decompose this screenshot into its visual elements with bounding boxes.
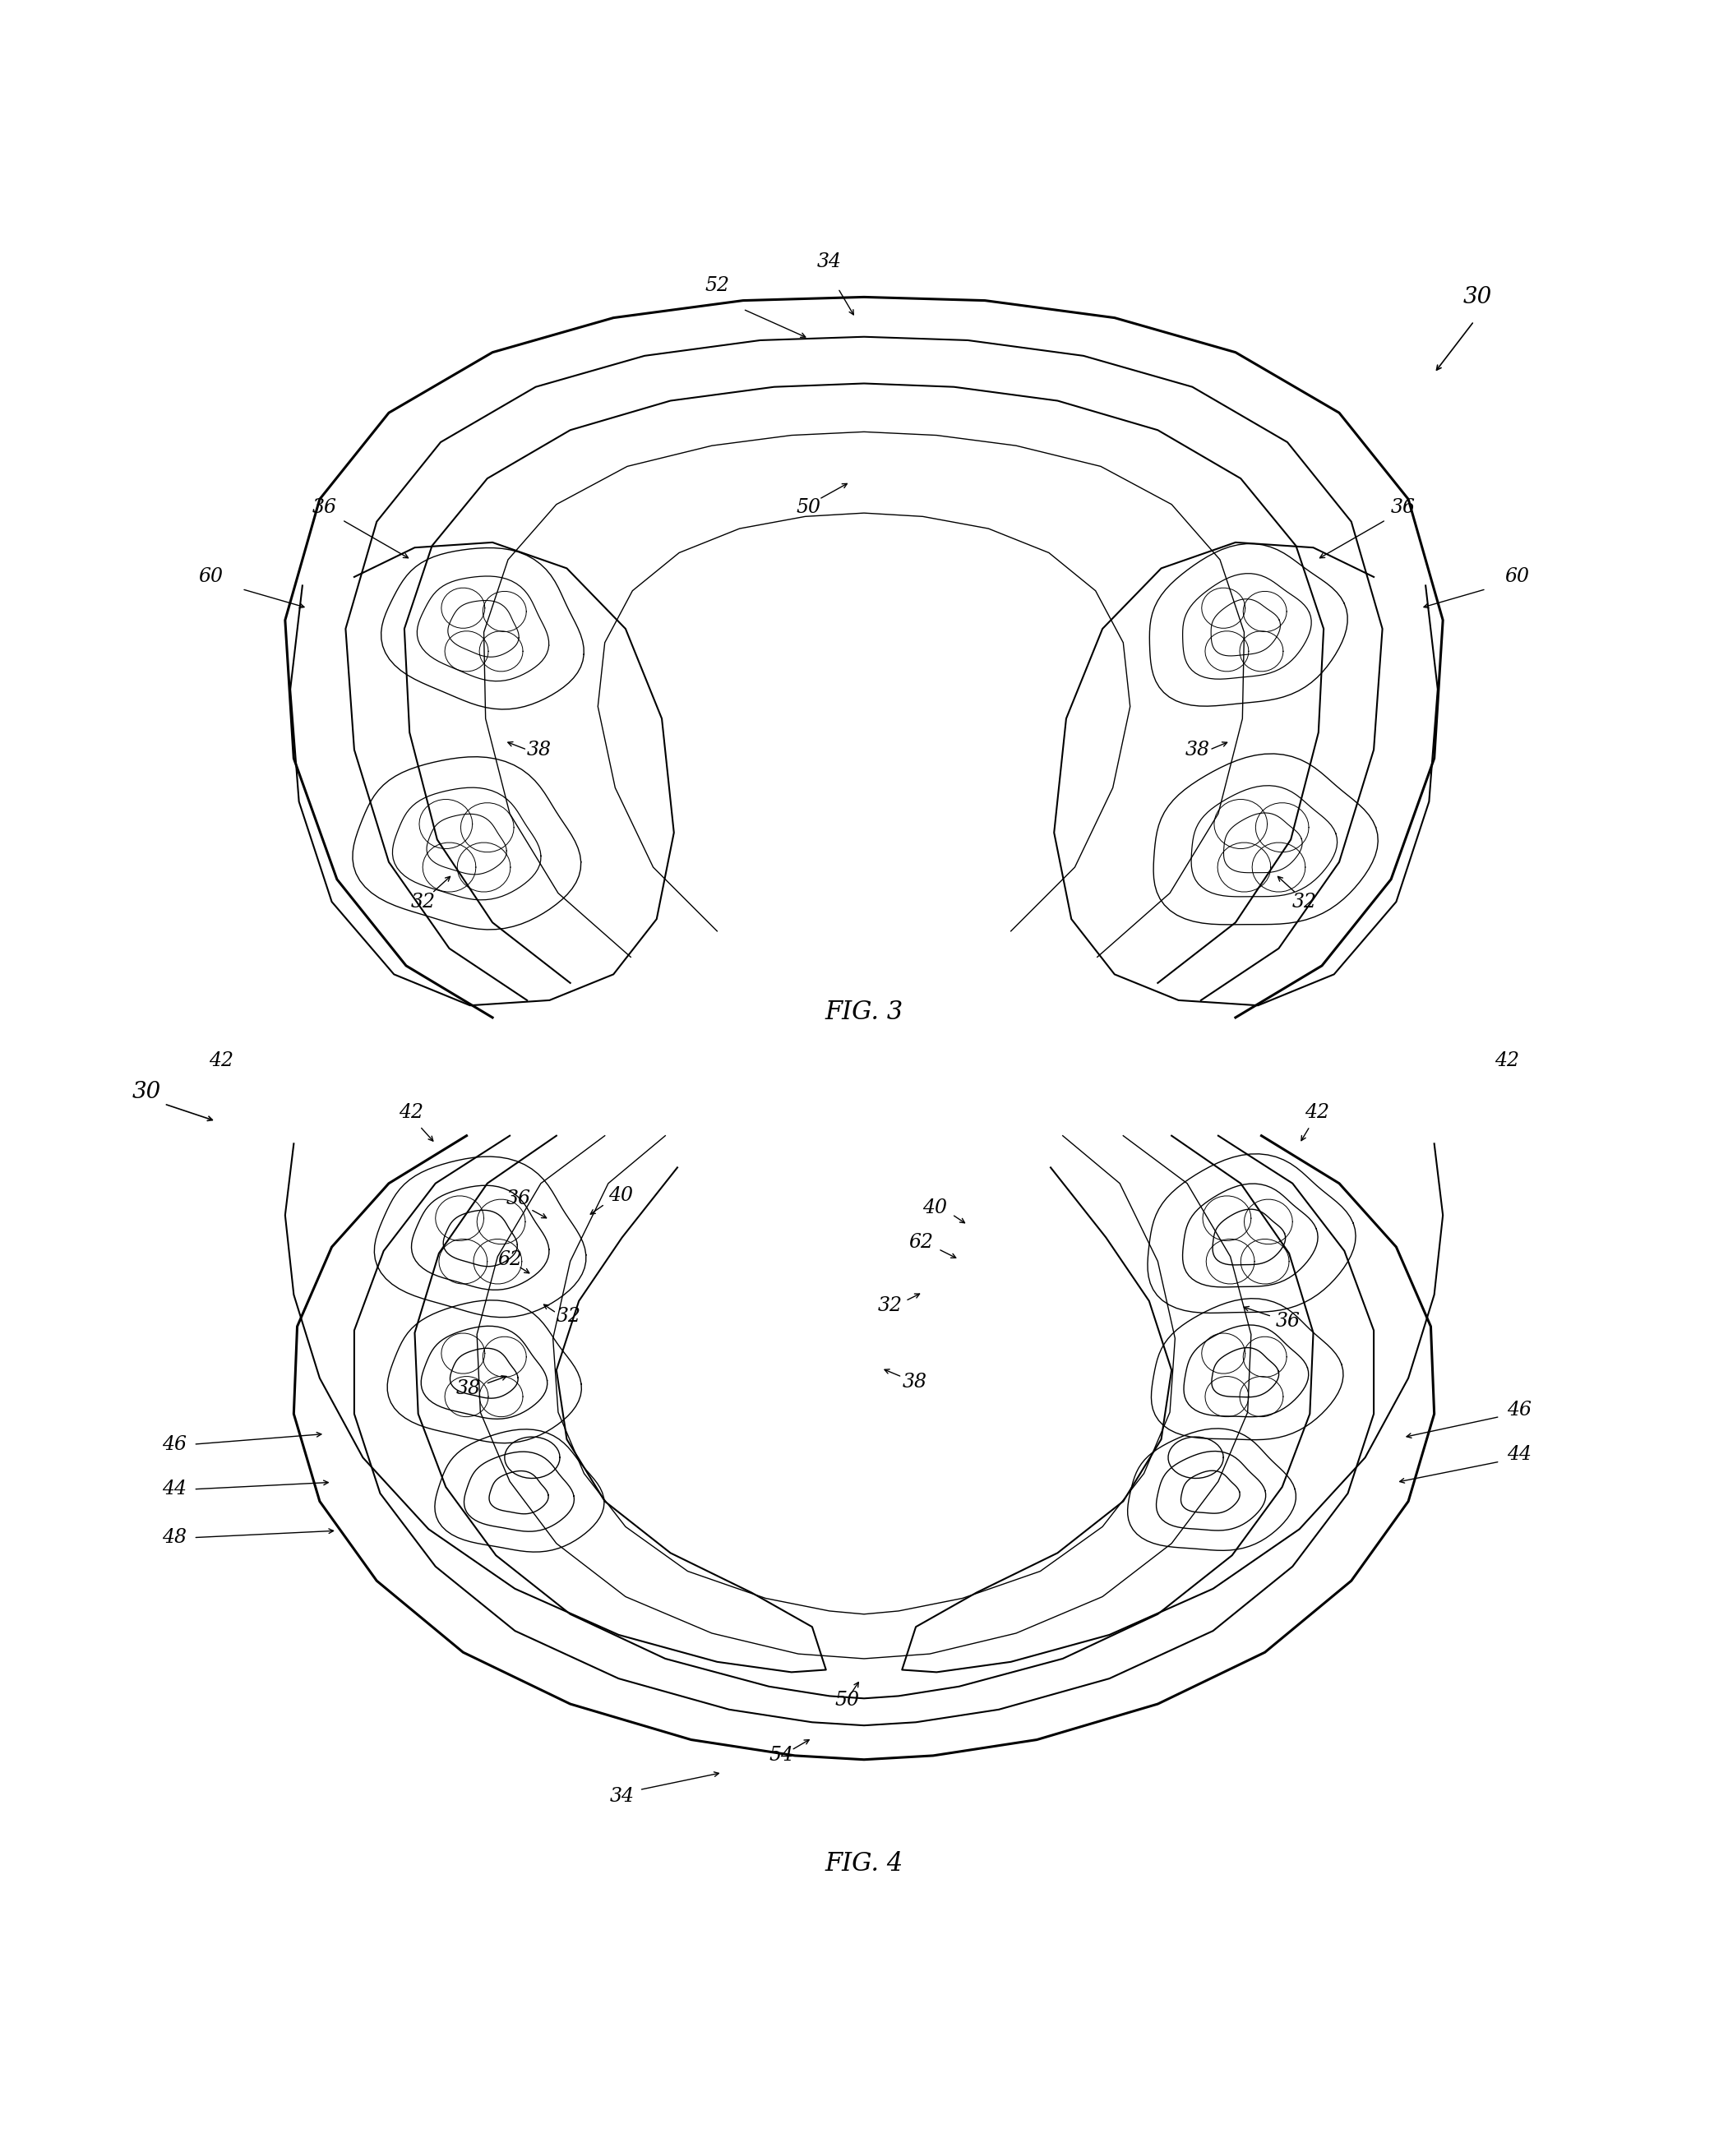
Text: FIG. 4: FIG. 4 [824, 1852, 904, 1878]
Text: FIG. 3: FIG. 3 [824, 1000, 904, 1024]
Text: 40: 40 [608, 1186, 632, 1205]
Text: 32: 32 [878, 1296, 902, 1315]
Text: 32: 32 [556, 1307, 581, 1326]
Text: 34: 34 [610, 1787, 634, 1807]
Text: 60: 60 [199, 567, 223, 586]
Text: 36: 36 [1275, 1313, 1299, 1330]
Text: 38: 38 [456, 1380, 480, 1399]
Text: 42: 42 [399, 1104, 423, 1121]
Text: 46: 46 [1507, 1399, 1531, 1419]
Text: 62: 62 [909, 1233, 933, 1253]
Text: 34: 34 [817, 252, 842, 272]
Text: 38: 38 [902, 1373, 926, 1391]
Text: 44: 44 [162, 1479, 187, 1498]
Text: 32: 32 [411, 893, 435, 912]
Text: 48: 48 [162, 1529, 187, 1548]
Text: 60: 60 [1505, 567, 1529, 586]
Text: 36: 36 [506, 1190, 530, 1207]
Text: 30: 30 [1464, 287, 1491, 308]
Text: 50: 50 [797, 498, 821, 517]
Text: 42: 42 [209, 1052, 233, 1069]
Text: 62: 62 [498, 1250, 522, 1270]
Text: 52: 52 [705, 276, 729, 295]
Text: 42: 42 [1495, 1052, 1519, 1069]
Text: 42: 42 [1305, 1104, 1329, 1121]
Text: 46: 46 [162, 1436, 187, 1453]
Text: 36: 36 [1391, 498, 1415, 517]
Text: 38: 38 [527, 740, 551, 759]
Text: 32: 32 [1293, 893, 1317, 912]
Text: 44: 44 [1507, 1445, 1531, 1464]
Text: 30: 30 [133, 1080, 161, 1104]
Text: 38: 38 [1185, 740, 1210, 759]
Text: 54: 54 [769, 1746, 793, 1766]
Text: 36: 36 [313, 498, 337, 517]
Text: 50: 50 [835, 1690, 859, 1710]
Text: 40: 40 [923, 1199, 947, 1216]
